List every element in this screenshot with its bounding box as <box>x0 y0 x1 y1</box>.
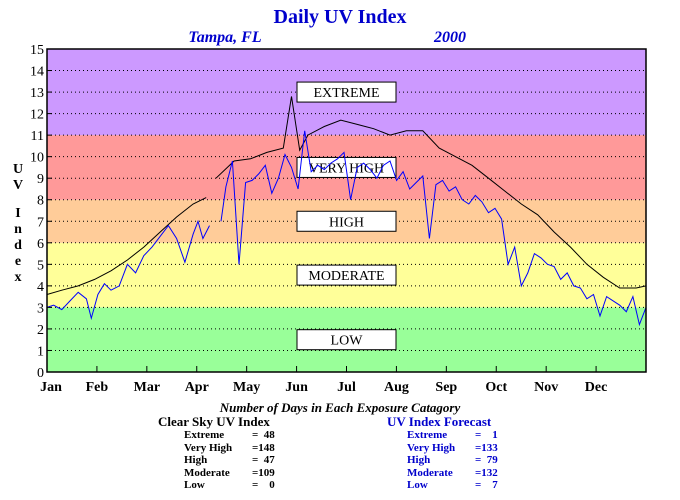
series-line-forecast <box>46 219 210 321</box>
y-axis-label-char: d <box>14 238 22 253</box>
stats-row-value: = 48 <box>252 429 275 441</box>
stats-row: Very High =133 <box>407 442 515 455</box>
chart-subtitle-year: 2000 <box>433 29 466 46</box>
stats-row: Low = 0 <box>184 479 292 492</box>
stats-row: Low = 7 <box>407 479 515 492</box>
forecast-stats-rows: Extreme = 1 Very High =133 High = 79 Moderate =… <box>407 429 515 492</box>
band-label-text: MODERATE <box>308 269 384 284</box>
stats-row: Moderate =109 <box>184 467 292 480</box>
y-axis-label-char: e <box>15 254 21 269</box>
y-axis-label-char: V <box>13 178 23 193</box>
chart-title: Daily UV Index <box>274 6 407 28</box>
y-tick-label: 6 <box>37 237 44 252</box>
stats-row-label: Extreme <box>184 429 225 441</box>
y-tick-label: 9 <box>37 172 44 187</box>
y-tick-label: 3 <box>37 301 44 316</box>
stats-row-label: High <box>184 454 208 466</box>
band-label: EXTREME <box>296 81 397 103</box>
stats-row-value: = 0 <box>252 479 275 491</box>
x-tick-label: Apr <box>185 380 209 395</box>
stats-row-value: =132 <box>475 466 498 479</box>
x-tick-label: Sep <box>435 380 457 395</box>
stats-row-label: High <box>407 454 431 466</box>
series-line-clear-sky <box>215 96 647 289</box>
band-label: MODERATE <box>296 264 397 286</box>
stats-row: High = 79 <box>407 454 515 467</box>
stats-row-value: =109 <box>252 466 275 479</box>
x-tick-label: Mar <box>134 380 160 395</box>
stats-row: Extreme = 48 <box>184 429 292 442</box>
y-tick-label: 14 <box>30 65 44 80</box>
x-tick-label: Jun <box>285 380 308 395</box>
y-tick-label: 11 <box>31 129 44 144</box>
x-axis-ticks: Jan Feb Mar Apr May Jun Jul Aug Sep Oct Nov Dec <box>40 366 607 395</box>
stats-row: Extreme = 1 <box>407 429 515 442</box>
stats-row-label: Low <box>184 479 205 491</box>
series-lines <box>46 96 647 327</box>
y-axis-label-char: n <box>14 222 22 237</box>
clear-sky-stats: Clear Sky UV Index Extreme = 48 Very High =… <box>158 414 292 492</box>
y-tick-label: 13 <box>30 86 44 101</box>
x-tick-label: Aug <box>384 380 409 395</box>
band-label: LOW <box>296 329 397 351</box>
y-tick-label: 0 <box>37 366 44 381</box>
stats-row-label: Very High <box>407 441 456 454</box>
y-axis-label-char: I <box>15 206 20 221</box>
forecast-stats-title: UV Index Forecast <box>387 414 492 429</box>
x-tick-label: Dec <box>585 380 608 395</box>
y-tick-label: 5 <box>37 258 44 273</box>
clear-sky-stats-rows: Extreme = 48 Very High =148 High = 47 Moderate… <box>184 429 292 492</box>
band-label-text: LOW <box>331 334 364 349</box>
y-tick-label: 7 <box>37 215 44 230</box>
y-tick-label: 4 <box>37 280 44 295</box>
x-tick-label: Oct <box>485 380 507 395</box>
stats-row-label: Very High <box>184 441 233 454</box>
y-tick-label: 15 <box>30 43 44 58</box>
band-label: HIGH <box>296 210 397 232</box>
stats-row-value: =148 <box>252 441 275 454</box>
y-tick-label: 2 <box>37 323 44 338</box>
y-tick-label: 1 <box>37 344 44 359</box>
stats-row-label: Low <box>407 479 428 491</box>
stats-row-value: = 7 <box>475 479 498 491</box>
stats-row-value: =133 <box>475 441 498 454</box>
x-tick-label: Jul <box>337 380 356 395</box>
stats-row: Moderate =132 <box>407 467 515 480</box>
y-tick-label: 12 <box>30 108 44 123</box>
x-tick-label: Jan <box>40 380 62 395</box>
stats-section-title: Number of Days in Each Exposure Catagory <box>219 400 461 415</box>
stats-row-value: = 47 <box>252 454 275 466</box>
band-label-text: EXTREME <box>313 86 379 101</box>
x-tick-label: Nov <box>534 380 558 395</box>
y-axis-label-char: x <box>15 270 22 285</box>
x-tick-label: May <box>233 380 260 395</box>
clear-sky-stats-title: Clear Sky UV Index <box>158 414 270 429</box>
series-line-forecast <box>220 130 647 327</box>
band-label-text: HIGH <box>329 215 364 230</box>
stats-row-value: = 79 <box>475 454 498 466</box>
chart-subtitle-location: Tampa, FL <box>188 29 261 46</box>
stats-row-label: Moderate <box>407 466 453 479</box>
y-tick-label: 10 <box>30 151 44 166</box>
stats-row-value: = 1 <box>475 429 498 441</box>
stats-row: High = 47 <box>184 454 292 467</box>
y-tick-label: 8 <box>37 194 44 209</box>
stats-row: Very High =148 <box>184 442 292 455</box>
x-tick-label: Feb <box>86 380 109 395</box>
stats-row-label: Extreme <box>407 429 448 441</box>
forecast-stats: UV Index Forecast Extreme = 1 Very High =13… <box>387 414 515 492</box>
y-axis-label-char: U <box>13 162 23 177</box>
series-line-clear-sky <box>46 197 207 295</box>
stats-row-label: Moderate <box>184 466 230 479</box>
